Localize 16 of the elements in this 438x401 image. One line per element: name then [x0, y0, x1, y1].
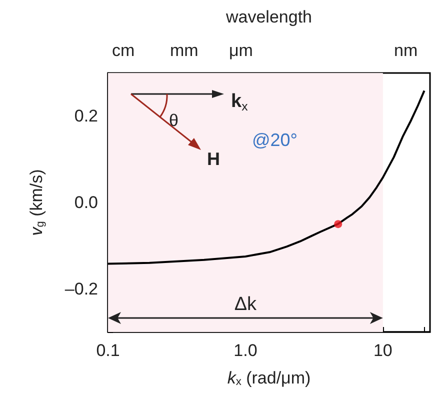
annotation: θ — [169, 111, 178, 130]
y-tick-label: –0.2 — [64, 279, 98, 298]
text: cm — [112, 41, 135, 60]
text: nm — [394, 41, 418, 60]
text: μm — [229, 41, 253, 60]
x2-axis-title: wavelength — [224, 8, 312, 26]
x-tick-label: 1.0 — [234, 341, 258, 360]
x-tick-label: 0.1 — [96, 341, 120, 360]
text: mm — [170, 41, 198, 60]
y-axis-title: vg (km/s) — [26, 169, 46, 236]
band-label: Δk — [234, 294, 258, 315]
annotation: @20° — [252, 130, 298, 150]
x-tick-label: 10 — [373, 341, 392, 360]
y-tick-label: 0.2 — [74, 106, 98, 126]
annotation: H — [207, 149, 220, 169]
y-tick-label: 0.0 — [74, 193, 98, 212]
